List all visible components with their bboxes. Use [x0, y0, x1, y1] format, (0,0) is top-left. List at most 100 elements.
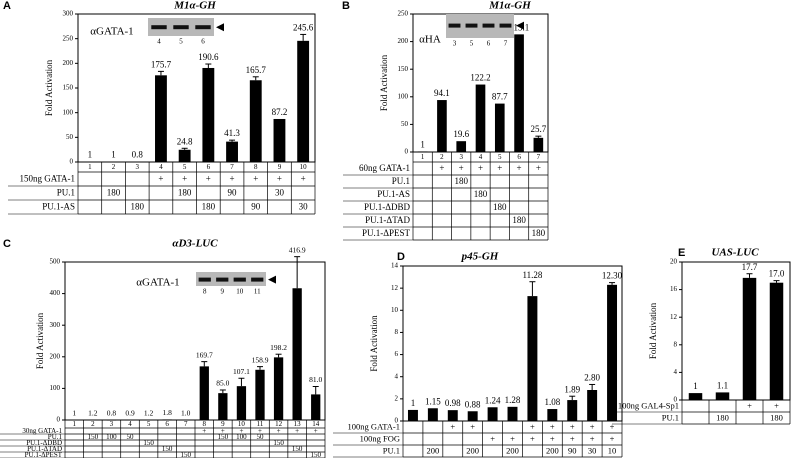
bar [447, 410, 458, 421]
bar [255, 369, 265, 420]
lane-number: 5 [183, 163, 187, 171]
lane-number: 7 [184, 420, 188, 428]
table-cell: + [314, 427, 318, 435]
bar [226, 141, 238, 162]
blot-band [499, 23, 512, 28]
value-label: 1 [88, 150, 93, 160]
y-tick-label: 50 [401, 120, 409, 128]
bar [125, 419, 135, 421]
value-label: 0.98 [445, 398, 461, 408]
lane-number: 10 [300, 163, 308, 171]
blot-band [251, 277, 264, 282]
y-axis-label: Fold Activation [35, 312, 45, 369]
y-tick-label: 0 [395, 417, 399, 425]
bar [202, 67, 215, 162]
lane-number: 4 [128, 420, 132, 428]
table-cell: + [450, 421, 455, 431]
band-arrow [516, 21, 524, 30]
y-tick-label: 14 [391, 262, 399, 270]
blot-band [198, 277, 211, 282]
value-label: 19.6 [453, 129, 469, 139]
chart-title: p45-GH [461, 251, 499, 263]
table-cell: 100 [106, 433, 117, 441]
bar [107, 161, 120, 163]
lane-number: 14 [312, 420, 320, 428]
table-cell: + [517, 163, 522, 173]
y-tick-label: 200 [398, 37, 409, 45]
value-label: 17.7 [742, 262, 758, 272]
bar [249, 80, 262, 162]
table-row-label: 30ng GATA-1 [22, 427, 62, 435]
value-label: 1 [411, 398, 416, 408]
table-cell: 180 [512, 215, 526, 225]
bar [131, 161, 144, 163]
y-tick-label: 0 [57, 416, 61, 424]
lane-number: 4 [159, 163, 163, 171]
table-cell: 150 [273, 439, 284, 447]
table-cell: 90 [251, 202, 261, 212]
lane-number: 4 [479, 153, 483, 161]
table-cell: 200 [546, 445, 559, 455]
lane-number: 10 [238, 420, 246, 428]
y-tick-label: 150 [63, 84, 74, 92]
bar [742, 277, 757, 400]
table-cell: + [570, 421, 575, 431]
value-label: 175.7 [151, 59, 172, 69]
lane-number: 6 [517, 153, 521, 161]
value-label: 1 [111, 150, 116, 160]
panel-letter: B [342, 0, 350, 12]
y-tick-label: 200 [50, 352, 61, 360]
bar [273, 357, 284, 420]
bar [155, 75, 167, 162]
table-row-label: PU.1 [383, 445, 400, 455]
table-row-label: 150ng GATA-1 [19, 174, 75, 184]
table-cell: + [490, 433, 495, 443]
table-cell: + [470, 421, 475, 431]
inset-label: αGATA-1 [90, 26, 133, 38]
value-label: 87.2 [272, 107, 288, 117]
lane-number: 1 [421, 153, 425, 161]
lane-number: 13 [294, 420, 302, 428]
table-cell: + [550, 421, 555, 431]
y-tick-label: 16 [670, 285, 678, 293]
lane-number: 7 [537, 153, 541, 161]
bar [437, 100, 447, 152]
blot-band [465, 23, 478, 28]
lane-number: 2 [91, 420, 95, 428]
y-tick-label: 8 [674, 340, 678, 348]
table-cell: 50 [257, 433, 265, 441]
lane-number: 2 [440, 153, 444, 161]
y-tick-label: 300 [63, 10, 74, 18]
table-cell: + [497, 163, 502, 173]
table-row-label: PU.1-ΔTAD [365, 215, 410, 225]
value-label: 165.7 [246, 65, 267, 75]
y-tick-label: 2 [395, 394, 399, 402]
table-row-label: PU.1-ΔDBD [26, 439, 62, 447]
table-cell: 150 [218, 433, 229, 441]
table-cell: + [158, 174, 163, 184]
bar [487, 407, 498, 421]
blot-lane-number: 8 [203, 288, 207, 296]
lane-number: 12 [275, 420, 283, 428]
inset-label: αGATA-1 [136, 277, 179, 289]
table-cell: 180 [532, 228, 546, 238]
band-arrow [216, 23, 224, 32]
table-cell: 180 [107, 188, 121, 198]
blot-lane-number: 4 [157, 38, 161, 46]
lane-number: 6 [207, 163, 211, 171]
bar [143, 419, 154, 421]
table-cell: 150 [310, 451, 321, 458]
lane-number: 1 [88, 163, 92, 171]
chart-title: UAS-LUC [711, 247, 759, 259]
bar [427, 408, 438, 421]
lane-number: 3 [110, 420, 114, 428]
table-cell: 90 [228, 188, 238, 198]
table-cell: + [747, 400, 752, 410]
value-label: 107.1 [233, 367, 250, 376]
y-tick-label: 4 [395, 372, 399, 380]
table-cell: + [439, 163, 444, 173]
value-label: 0.8 [107, 408, 117, 417]
value-label: 1 [693, 381, 698, 391]
y-tick-label: 250 [398, 10, 409, 18]
value-label: 17.0 [769, 269, 785, 279]
